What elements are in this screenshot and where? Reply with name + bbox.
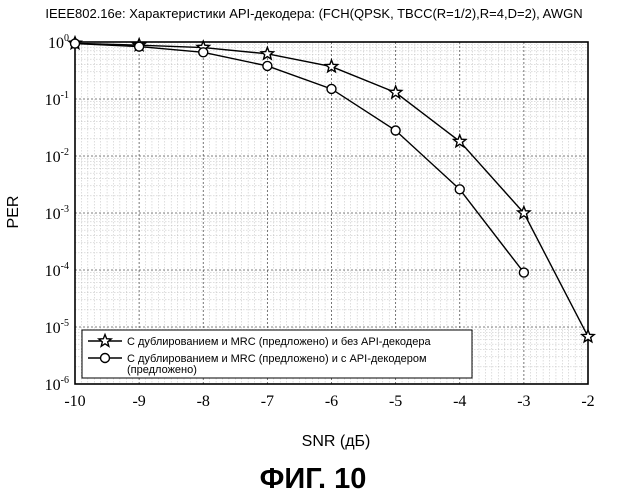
legend-label: С дублированием и MRC (предложено) и без… — [127, 336, 431, 348]
y-tick-label: 100 — [48, 33, 69, 52]
figure-caption: ФИГ. 10 — [260, 463, 367, 495]
legend: С дублированием и MRC (предложено) и без… — [82, 330, 472, 378]
x-tick-label: -2 — [581, 393, 594, 410]
x-tick-label: -10 — [64, 393, 85, 410]
circle-marker — [327, 84, 336, 93]
star-marker — [261, 47, 273, 59]
circle-marker — [199, 48, 208, 57]
chart-title: IEEE802.16e: Характеристики API-декодера… — [45, 6, 582, 21]
x-axis-label: SNR (дБ) — [302, 433, 371, 450]
y-tick-label: 10-1 — [45, 90, 69, 109]
y-tick-label: 10-6 — [45, 375, 69, 394]
circle-marker — [263, 61, 272, 70]
x-tick-label: -6 — [325, 393, 338, 410]
star-marker — [454, 135, 466, 147]
star-marker — [325, 60, 337, 72]
circle-marker — [71, 39, 80, 48]
y-tick-label: 10-5 — [45, 318, 69, 337]
circle-marker — [519, 268, 528, 277]
y-axis-label: PER — [5, 196, 22, 229]
y-tick-label: 10-2 — [45, 147, 69, 166]
x-tick-label: -8 — [197, 393, 210, 410]
circle-marker — [455, 185, 464, 194]
circle-marker — [101, 354, 110, 363]
legend-label: (предложено) — [127, 364, 197, 376]
circle-marker — [135, 42, 144, 51]
x-tick-label: -3 — [517, 393, 530, 410]
y-tick-label: 10-3 — [45, 204, 69, 223]
circle-marker — [391, 126, 400, 135]
y-tick-label: 10-4 — [45, 261, 69, 280]
star-marker — [582, 330, 594, 342]
x-tick-label: -4 — [453, 393, 466, 410]
x-tick-label: -5 — [389, 393, 402, 410]
x-tick-label: -9 — [132, 393, 145, 410]
x-tick-label: -7 — [261, 393, 274, 410]
